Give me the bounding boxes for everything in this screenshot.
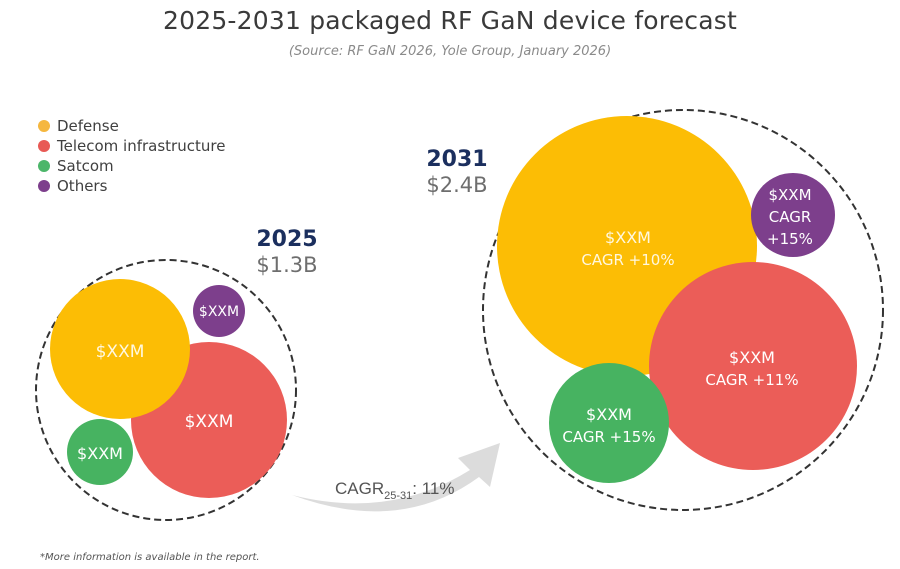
- bubble-2025-telecom-label: $XXM: [185, 412, 234, 432]
- bubble-2031-telecom: [649, 262, 857, 470]
- bubble-2031-others: [751, 173, 835, 257]
- cagr-label: CAGR25-31: 11%: [335, 479, 454, 502]
- legend-item-others: Others: [38, 176, 225, 196]
- bubble-2025-satcom: [67, 419, 133, 485]
- total-2031: $2.4B: [426, 173, 487, 197]
- satcom-dot-icon: [38, 160, 50, 172]
- bubble-2031-defense-cagr: CAGR +10%: [581, 251, 674, 269]
- year-2025: 2025: [256, 227, 317, 252]
- bubble-2025-others: [193, 285, 245, 337]
- chart-title: 2025-2031 packaged RF GaN device forecas…: [163, 6, 737, 35]
- defense-dot-icon: [38, 120, 50, 132]
- legend-item-defense: Defense: [38, 116, 225, 136]
- total-2031-outline: [482, 109, 884, 511]
- bubble-2031-defense-value: $XXM: [605, 228, 651, 247]
- legend-label: Satcom: [57, 157, 114, 175]
- others-dot-icon: [38, 180, 50, 192]
- bubble-2031-satcom: [549, 363, 669, 483]
- legend: Defense Telecom infrastructure Satcom Ot…: [38, 116, 225, 196]
- total-2025: $1.3B: [256, 253, 317, 277]
- chart-source: (Source: RF GaN 2026, Yole Group, Januar…: [288, 44, 612, 59]
- growth-arrow: [292, 443, 500, 512]
- bubble-2031-telecom-value: $XXM: [729, 348, 775, 367]
- bubble-2025-defense-label: $XXM: [96, 342, 145, 362]
- year-2031: 2031: [426, 147, 487, 172]
- telecom-dot-icon: [38, 140, 50, 152]
- legend-label: Others: [57, 177, 108, 195]
- bubble-2025-others-label: $XXM: [199, 304, 239, 320]
- bubble-2031-satcom-value: $XXM: [586, 405, 632, 424]
- bubble-2031-telecom-cagr: CAGR +11%: [705, 371, 798, 389]
- bubble-2031-others-cagr-2: +15%: [767, 230, 813, 248]
- total-2025-outline: [35, 259, 297, 521]
- bubble-2031-satcom-cagr: CAGR +15%: [562, 428, 655, 446]
- bubble-2025-satcom-label: $XXM: [77, 444, 123, 463]
- legend-item-satcom: Satcom: [38, 156, 225, 176]
- legend-label: Defense: [57, 117, 119, 135]
- legend-label: Telecom infrastructure: [57, 137, 226, 155]
- footnote: *More information is available in the re…: [40, 552, 260, 563]
- bubble-2031-others-cagr-1: CAGR: [769, 208, 812, 226]
- bubble-2025-defense: [50, 279, 190, 419]
- legend-item-telecom: Telecom infrastructure: [38, 136, 225, 156]
- bubble-2031-others-value: $XXM: [768, 186, 811, 204]
